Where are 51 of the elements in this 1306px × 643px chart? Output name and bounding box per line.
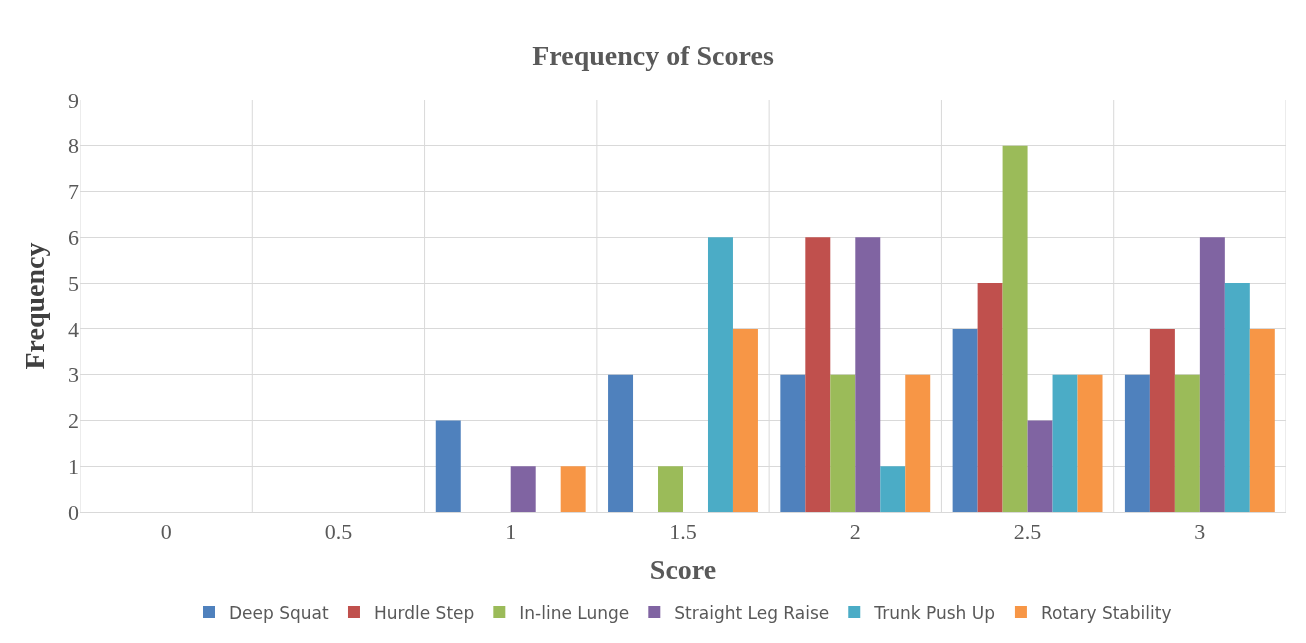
bar [1224,283,1250,512]
bar [805,237,831,512]
legend-label: Deep Squat [229,602,329,623]
bar [1027,420,1053,512]
bar [1249,328,1275,512]
x-tick-label: 3 [1194,519,1206,545]
bar [905,374,931,512]
y-tick-label: 1 [68,453,79,479]
bar [707,237,733,512]
y-tick-label: 0 [68,499,79,525]
legend-label: Rotary Stability [1040,602,1172,623]
x-tick-label: 2.5 [1013,519,1042,545]
y-tick-label: 6 [68,225,79,251]
bar [952,328,978,512]
y-axis-title: Frequency [18,242,50,370]
bar [1052,374,1078,512]
bar [435,420,461,512]
legend-label: Hurdle Step [373,602,475,623]
legend-label: In-line Lunge [519,602,630,623]
y-tick-label: 3 [68,362,79,388]
bar [608,374,634,512]
bar [732,328,758,512]
x-tick-label: 0.5 [324,519,353,545]
x-tick-label: 1 [505,519,517,545]
bar [780,374,806,512]
bar [977,283,1003,512]
bar [1002,145,1028,512]
x-tick-label: 0 [160,519,172,545]
bar [855,237,881,512]
x-axis-title: Score [649,553,717,585]
bar [830,374,856,512]
y-tick-label: 8 [68,133,79,159]
y-tick-label: 5 [68,270,79,296]
bar [1174,374,1200,512]
y-tick-label: 7 [68,179,79,205]
bar [1149,328,1175,512]
x-tick-label: 1.5 [669,519,697,545]
bar [658,466,683,512]
y-tick-label: 4 [68,316,79,342]
chart-title: Frequency of Scores [532,39,774,71]
bar [510,466,536,512]
bar [1077,374,1103,512]
legend-label: Straight Leg Raise [674,602,830,623]
bar [1199,237,1225,512]
bar [1124,374,1150,512]
bar [880,466,906,512]
legend-label: Trunk Push Up [873,602,995,623]
bar [560,466,586,512]
x-tick-label: 2 [849,519,861,545]
y-tick-label: 2 [68,408,79,434]
y-tick-label: 9 [68,87,79,113]
